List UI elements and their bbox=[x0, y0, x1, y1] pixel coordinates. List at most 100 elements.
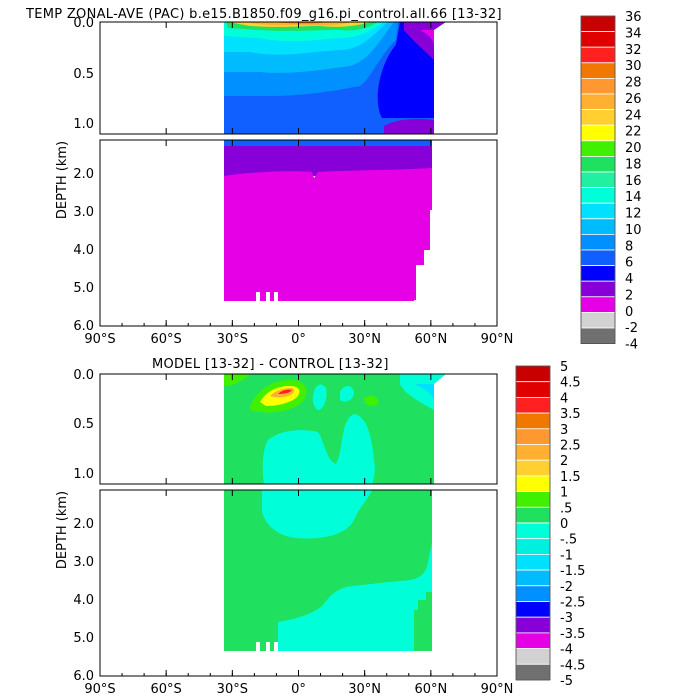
temp-zonal-panel: TEMP ZONAL-AVE (PAC) b.e15.B1850.f09_g16… bbox=[25, 7, 642, 353]
colorbar-swatch bbox=[515, 506, 551, 524]
colorbar-swatch bbox=[580, 93, 616, 111]
colorbar-swatch bbox=[580, 78, 616, 95]
colorbar-label: 34 bbox=[625, 26, 642, 41]
colorbar: 54.543.532.521.51.50-.5-1-1.5-2-2.5-3-3.… bbox=[515, 360, 585, 689]
colorbar-label: -4 bbox=[625, 338, 638, 353]
x-tick-label: 90°N bbox=[481, 332, 514, 347]
y-tick-label: 0.0 bbox=[73, 368, 94, 383]
colorbar-label: 0 bbox=[560, 517, 568, 532]
y-tick-label: 0.5 bbox=[73, 417, 94, 432]
colorbar-label: -4.5 bbox=[560, 658, 585, 673]
y-tick-label: 1.0 bbox=[73, 467, 94, 482]
x-tick-label: 30°N bbox=[348, 332, 381, 347]
colorbar-swatch bbox=[515, 569, 551, 587]
colorbar-swatch bbox=[515, 632, 551, 650]
colorbar-swatch bbox=[580, 31, 616, 48]
y-axis-label: DEPTH (km) bbox=[55, 491, 70, 569]
colorbar-label: 5 bbox=[560, 360, 568, 375]
colorbar-label: 20 bbox=[625, 141, 642, 156]
colorbar-swatch bbox=[515, 365, 551, 383]
colorbar-swatch bbox=[580, 109, 616, 126]
upper-depth-field bbox=[224, 22, 446, 134]
colorbar-swatch bbox=[580, 249, 616, 267]
colorbar-swatch bbox=[515, 428, 551, 445]
x-tick-label: 90°N bbox=[481, 682, 514, 697]
colorbar-label: .5 bbox=[560, 501, 572, 516]
x-tick-label: 90°S bbox=[84, 332, 115, 347]
colorbar-swatch bbox=[515, 616, 551, 634]
axis-ticks bbox=[99, 374, 498, 676]
colorbar-swatch bbox=[515, 396, 551, 414]
colorbar-label: -2.5 bbox=[560, 596, 585, 611]
colorbar-swatch bbox=[580, 155, 616, 173]
colorbar-label: 6 bbox=[625, 256, 633, 271]
x-tick-label: 30°S bbox=[217, 332, 248, 347]
colorbar-label: 22 bbox=[625, 125, 642, 140]
colorbar-swatch bbox=[515, 522, 551, 540]
y-tick-label: 5.0 bbox=[73, 281, 94, 296]
colorbar-label: 1.5 bbox=[560, 470, 581, 485]
colorbar-label: 2 bbox=[560, 454, 568, 469]
y-tick-label: 0.0 bbox=[73, 16, 94, 31]
colorbar-frame bbox=[515, 365, 551, 681]
colorbar-label: 32 bbox=[625, 43, 642, 58]
colorbar-swatch bbox=[515, 663, 551, 681]
colorbar-swatch bbox=[515, 648, 551, 665]
y-tick-label: 3.0 bbox=[73, 555, 94, 570]
y-tick-label: 0.5 bbox=[73, 67, 94, 82]
colorbar-label: 10 bbox=[625, 223, 642, 238]
colorbar-swatch bbox=[580, 62, 616, 79]
x-tick-labels: 90°S 60°S 30°S 0° 30°N 60°N 90°N bbox=[84, 682, 513, 697]
colorbar-swatch bbox=[580, 202, 616, 220]
colorbar-label: 2 bbox=[625, 288, 633, 303]
x-tick-label: 30°S bbox=[217, 682, 248, 697]
y-tick-label: 6.0 bbox=[73, 319, 94, 334]
colorbar-swatch bbox=[515, 491, 551, 508]
y-tick-label: 1.0 bbox=[73, 117, 94, 132]
colorbar-swatch bbox=[515, 585, 551, 602]
colorbar-swatch bbox=[580, 265, 616, 282]
colorbar-swatch bbox=[580, 327, 616, 345]
y-tick-label: 2.0 bbox=[73, 517, 94, 532]
colorbar-label: 4.5 bbox=[560, 376, 581, 391]
colorbar-swatch bbox=[515, 459, 551, 477]
x-tick-label: 0° bbox=[291, 682, 306, 697]
colorbar-swatch bbox=[580, 171, 616, 189]
colorbar-swatch bbox=[580, 218, 616, 235]
y-tick-label: 6.0 bbox=[73, 669, 94, 684]
x-tick-label: 60°S bbox=[151, 332, 182, 347]
colorbar-label: -2 bbox=[625, 321, 638, 336]
x-tick-label: 30°N bbox=[348, 682, 381, 697]
y-tick-label: 4.0 bbox=[73, 593, 94, 608]
x-tick-label: 90°S bbox=[84, 682, 115, 697]
colorbar-label: -.5 bbox=[560, 533, 577, 548]
y-tick-label: 2.0 bbox=[73, 167, 94, 182]
colorbar-label: 1 bbox=[560, 486, 568, 501]
colorbar-swatch bbox=[515, 412, 551, 430]
colorbar-label: 0 bbox=[625, 305, 633, 320]
colorbar-swatch bbox=[515, 444, 551, 461]
colorbar-swatch bbox=[580, 124, 616, 142]
colorbar-swatch bbox=[580, 187, 616, 204]
colorbar-frame bbox=[580, 15, 616, 344]
colorbar-label: 2.5 bbox=[560, 439, 581, 454]
difference-panel: MODEL [13-32] - CONTROL [13-32] bbox=[55, 357, 585, 697]
colorbar-swatch bbox=[515, 381, 551, 398]
y-tick-label: 3.0 bbox=[73, 205, 94, 220]
colorbar-label: -3.5 bbox=[560, 627, 585, 642]
colorbar-swatch bbox=[515, 554, 551, 571]
x-tick-labels: 90°S 60°S 30°S 0° 30°N 60°N 90°N bbox=[84, 332, 513, 347]
y-axis-label: DEPTH (km) bbox=[55, 141, 70, 219]
colorbar-label: 16 bbox=[625, 174, 642, 189]
colorbar-label: -5 bbox=[560, 674, 573, 689]
colorbar-label: 24 bbox=[625, 108, 642, 123]
x-tick-label: 60°N bbox=[414, 682, 447, 697]
x-tick-label: 0° bbox=[291, 332, 306, 347]
colorbar-label: 18 bbox=[625, 157, 642, 172]
lower-depth-field bbox=[224, 490, 432, 652]
colorbar-label: -2 bbox=[560, 580, 573, 595]
colorbar-swatch bbox=[515, 475, 551, 492]
colorbar-swatch bbox=[580, 311, 616, 329]
